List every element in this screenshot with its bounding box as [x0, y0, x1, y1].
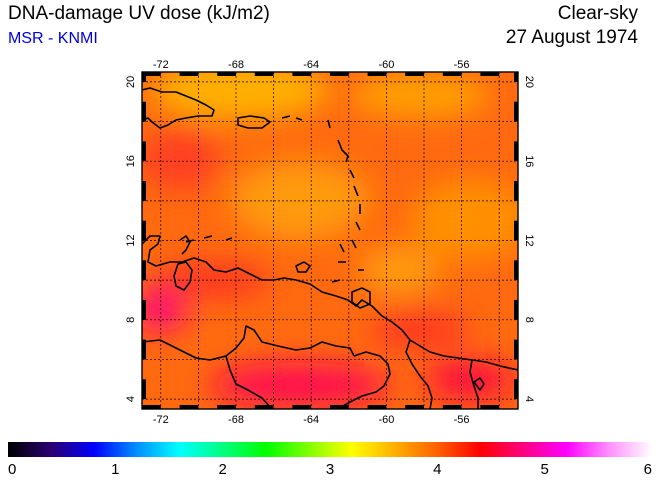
top-bar-segment [179, 72, 199, 76]
right-bar-segment [514, 101, 518, 122]
left-bar-segment [142, 101, 146, 122]
graticule [142, 72, 518, 409]
top-bar-segment [442, 72, 462, 76]
colombia-border [142, 325, 355, 361]
bottom-bar-segment [367, 405, 387, 409]
frame-scale-bars [142, 72, 518, 409]
margarita-coast [295, 261, 311, 273]
lat-tick-label-right: 8 [523, 317, 535, 323]
top-bar-segment [330, 72, 349, 76]
tick-labels: -72 -72 -68 -68 -64 -64 -60 -60 -56 -56 4 4 8 8 12 12 16… [125, 59, 535, 426]
lon-tick-label-bottom: -56 [454, 414, 470, 426]
lat-tick-label-left: 4 [125, 396, 137, 402]
guyana-border [337, 351, 391, 409]
brazil-border [225, 355, 273, 409]
lesser-antilles [327, 119, 361, 253]
bottom-bar-segment [142, 405, 161, 409]
bottom-bar-segment [442, 405, 462, 409]
lon-tick-label-top: -64 [303, 59, 319, 71]
right-bar-segment [514, 181, 518, 201]
lon-tick-label-top: -56 [454, 59, 470, 71]
left-bar-segment [142, 379, 146, 400]
lat-tick-label-right: 4 [523, 396, 535, 402]
virgin-islands [281, 115, 303, 121]
left-bar-segment [142, 339, 146, 360]
right-bar-segment [514, 260, 518, 281]
hispaniola-coast [142, 87, 215, 129]
lon-tick-label-bottom: -72 [153, 414, 169, 426]
colorbar-label: 1 [111, 461, 119, 478]
coastlines [142, 87, 518, 409]
colorbar-label: 5 [540, 461, 548, 478]
top-bar-segment [142, 72, 161, 76]
bottom-bar-segment [254, 405, 274, 409]
grenada-tobago [331, 261, 364, 283]
venezuela-colombia-coast [142, 235, 518, 371]
colorbar-label: 6 [644, 461, 652, 478]
bottom-bar-segment [480, 405, 500, 409]
bottom-bar-segment [179, 405, 199, 409]
lat-tick-label-left: 16 [125, 155, 137, 167]
left-bar-segment [142, 220, 146, 241]
maracaibo-lake [173, 261, 193, 291]
colorbar-labels: 0 1 2 3 4 5 6 [8, 461, 652, 478]
lon-tick-label-top: -72 [153, 59, 169, 71]
top-bar-segment [480, 72, 500, 76]
lat-tick-label-right: 12 [523, 234, 535, 246]
top-bar-segment [367, 72, 387, 76]
lat-tick-label-left: 8 [125, 317, 137, 323]
lat-tick-label-right: 20 [523, 76, 535, 88]
top-bar-segment [217, 72, 236, 76]
colorbar-label: 4 [433, 461, 441, 478]
bottom-bar-segment [217, 405, 236, 409]
right-bar-segment [514, 141, 518, 162]
colorbar-label: 3 [326, 461, 334, 478]
top-bar-segment [254, 72, 274, 76]
paraguana-peninsula [179, 235, 191, 255]
top-bar-segment [292, 72, 312, 76]
french-guiana-islet [473, 377, 485, 391]
right-bar-segment [514, 220, 518, 241]
right-bar-segment [514, 339, 518, 360]
lon-tick-label-bottom: -68 [228, 414, 244, 426]
lat-tick-label-left: 12 [125, 234, 137, 246]
lon-tick-label-top: -68 [228, 59, 244, 71]
right-bar-segment [514, 72, 518, 82]
colorbar [8, 442, 652, 457]
bottom-bar-segment [292, 405, 312, 409]
colorbar-label: 2 [218, 461, 226, 478]
left-bar-segment [142, 141, 146, 162]
top-bar-segment [405, 72, 424, 76]
source-label: MSR - KNMI [8, 30, 98, 47]
lon-tick-label-bottom: -64 [303, 414, 319, 426]
puerto-rico-coast [237, 115, 271, 129]
uv-dose-field [142, 72, 518, 409]
lat-tick-label-right: 16 [523, 155, 535, 167]
right-bar-segment [514, 379, 518, 400]
sky-condition-label: Clear-sky [557, 3, 638, 24]
abc-islands [185, 235, 233, 243]
map-title: DNA-damage UV dose (kJ/m2) [8, 3, 270, 24]
left-bar-segment [142, 72, 146, 82]
date-label: 27 August 1974 [505, 27, 638, 48]
left-bar-segment [142, 181, 146, 201]
left-bar-segment [142, 299, 146, 320]
suriname-guiana-border [469, 359, 479, 409]
trinidad-coast [351, 287, 371, 309]
lat-tick-label-left: 20 [125, 76, 137, 88]
left-bar-segment [142, 260, 146, 281]
lon-tick-label-bottom: -60 [378, 414, 394, 426]
bottom-bar-segment [330, 405, 349, 409]
lon-tick-label-top: -60 [378, 59, 394, 71]
guyana-suriname-border [405, 339, 433, 409]
bottom-bar-segment [405, 405, 424, 409]
colorbar-label: 0 [8, 461, 16, 478]
right-bar-segment [514, 299, 518, 320]
